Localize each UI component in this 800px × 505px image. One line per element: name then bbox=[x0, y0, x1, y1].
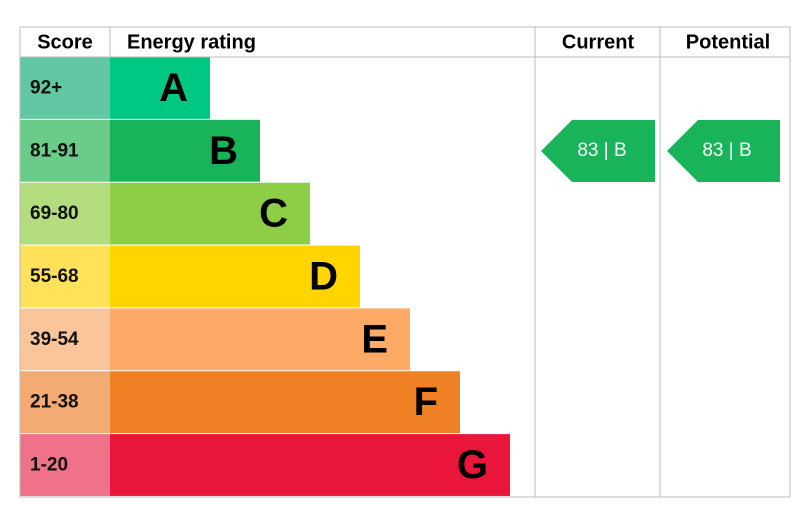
rating-letter: A bbox=[159, 66, 188, 110]
score-label: 55-68 bbox=[30, 266, 79, 287]
header-potential: Potential bbox=[686, 31, 770, 53]
header-score: Score bbox=[37, 31, 93, 53]
potential-arrow bbox=[667, 120, 780, 182]
score-cell bbox=[20, 245, 110, 308]
rating-bar bbox=[110, 119, 260, 182]
rating-bar bbox=[110, 371, 460, 434]
header-current: Current bbox=[562, 31, 635, 53]
rating-bar bbox=[110, 245, 360, 308]
score-cell bbox=[20, 57, 110, 119]
current-label: 83 | B bbox=[577, 140, 626, 161]
rating-bar bbox=[110, 57, 210, 119]
score-cell bbox=[20, 308, 110, 371]
rating-letter: B bbox=[209, 129, 238, 173]
score-label: 69-80 bbox=[30, 203, 79, 224]
score-cell bbox=[20, 119, 110, 182]
rating-bar bbox=[110, 308, 410, 371]
current-arrow bbox=[541, 120, 655, 182]
score-cell bbox=[20, 371, 110, 434]
score-label: 39-54 bbox=[30, 329, 79, 350]
rating-bar bbox=[110, 434, 510, 496]
rating-letter: E bbox=[361, 317, 388, 361]
score-label: 21-38 bbox=[30, 392, 79, 413]
rating-letter: G bbox=[457, 443, 488, 487]
rating-letter: D bbox=[309, 255, 338, 299]
score-label: 92+ bbox=[30, 77, 62, 98]
score-label: 1-20 bbox=[30, 455, 68, 476]
frame bbox=[19, 26, 791, 498]
header-rating: Energy rating bbox=[127, 31, 256, 53]
bands: 92+ A 81-91 B 69-80 C 55-68 D 39-54 E 21-38 F 1-20 G bbox=[20, 57, 510, 496]
rating-letter: C bbox=[259, 192, 288, 236]
rating-letter: F bbox=[414, 380, 438, 424]
score-cell bbox=[20, 182, 110, 245]
rating-bar bbox=[110, 182, 310, 245]
score-cell bbox=[20, 434, 110, 496]
score-label: 81-91 bbox=[30, 140, 79, 161]
potential-label: 83 | B bbox=[702, 140, 751, 161]
